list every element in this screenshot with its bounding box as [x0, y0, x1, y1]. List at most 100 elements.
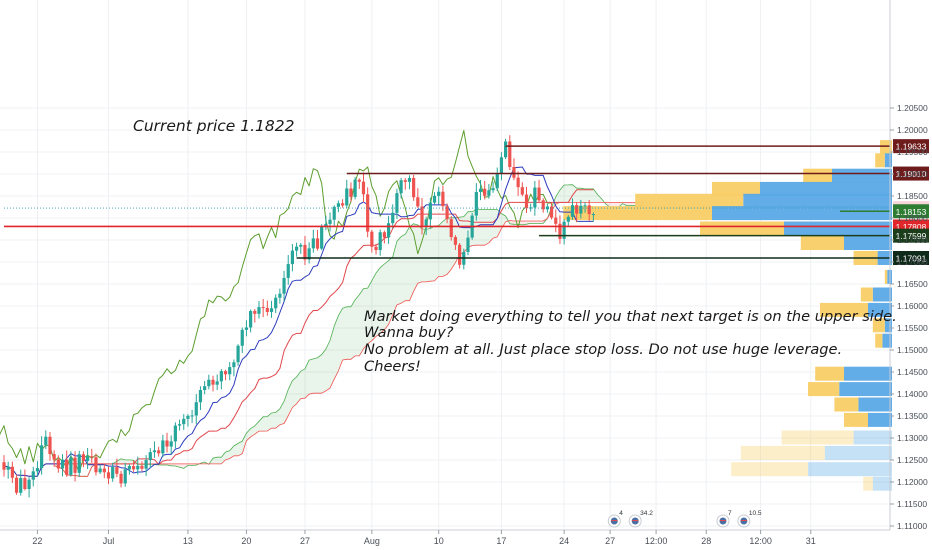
trade-note-line: Cheers!	[364, 358, 421, 375]
volume-row	[712, 181, 892, 196]
candle-body	[324, 224, 328, 227]
candle-body	[516, 177, 520, 188]
y-tick-label: 1.17000	[897, 257, 928, 267]
candle-body	[311, 238, 315, 249]
candle-body	[236, 345, 240, 363]
trade-note-line: Market doing everything to tell you that…	[364, 308, 897, 325]
candle-up	[282, 270, 286, 302]
candle-body	[378, 232, 382, 251]
candle-up	[203, 380, 207, 395]
cloud-segment	[229, 445, 234, 459]
candle-body	[295, 246, 299, 251]
candle-down	[253, 309, 257, 323]
volume-bar-down	[875, 333, 883, 348]
candle-up	[148, 448, 152, 468]
y-tick-label: 1.14500	[897, 367, 928, 377]
cloud-segment	[321, 348, 326, 394]
event-marker[interactable]: 10.5	[737, 510, 762, 528]
volume-bar-down	[884, 269, 888, 284]
candle-up	[437, 186, 441, 205]
candle-body	[504, 141, 508, 158]
candle-body	[286, 264, 290, 278]
volume-bar-down	[563, 206, 712, 221]
candle-body	[533, 187, 537, 208]
candle-up	[290, 244, 295, 272]
candle-body	[512, 166, 516, 178]
cloud-segment	[275, 408, 280, 429]
volume-bar-down	[815, 366, 844, 381]
price-label-box	[893, 204, 929, 219]
volume-profile	[563, 140, 892, 491]
cloud-segment	[225, 450, 230, 460]
cloud-segment	[480, 209, 485, 246]
candle-down	[416, 188, 420, 209]
volume-bar-down	[803, 168, 832, 183]
candle-up	[320, 224, 324, 251]
y-tick-label: 1.17500	[897, 235, 928, 245]
cloud-segment	[313, 357, 318, 394]
candle-up	[60, 454, 65, 477]
candle-up	[169, 435, 173, 455]
cloud-segment	[434, 225, 439, 281]
candle-body	[349, 188, 353, 197]
event-marker[interactable]: 4	[607, 510, 623, 528]
candle-up	[491, 181, 495, 193]
volume-bar-up	[712, 206, 892, 221]
economic-events[interactable]: 4 34.2 7 10.5	[607, 510, 762, 528]
volume-bar-down	[808, 382, 840, 397]
event-value: 34.2	[640, 510, 653, 517]
candle-up	[478, 179, 483, 201]
price-levels: 1.196331.190101.182251.181531.178081.175…	[4, 139, 929, 265]
candle-up	[177, 419, 182, 431]
y-tick-label: 1.13500	[897, 411, 928, 421]
candle-body	[10, 466, 14, 478]
candle-down	[520, 182, 524, 197]
candle-up	[257, 301, 261, 319]
volume-bar-up	[853, 430, 892, 445]
candle-body	[370, 231, 374, 247]
event-marker[interactable]: 34.2	[628, 510, 653, 528]
candle-up	[232, 359, 236, 377]
y-tick-label: 1.11500	[897, 499, 927, 509]
x-tick-label: 13	[183, 536, 193, 546]
candle-up	[249, 309, 253, 333]
event-marker[interactable]: 7	[716, 510, 732, 528]
candle-up	[278, 288, 282, 304]
candle-up	[324, 215, 328, 231]
flag-stripe	[740, 520, 747, 521]
ichimoku-cloud	[54, 184, 644, 477]
volume-row	[884, 269, 892, 284]
candle-body	[198, 390, 203, 403]
cloud-span-b	[54, 201, 644, 477]
candle-down	[157, 446, 161, 457]
candle-body	[524, 194, 529, 209]
candle-body	[416, 197, 420, 207]
candle-body	[115, 467, 119, 474]
volume-bar-up	[868, 412, 892, 427]
x-tick-label: Jul	[103, 536, 115, 546]
candle-up	[86, 448, 90, 469]
candle-body	[558, 223, 562, 239]
candle-body	[240, 329, 244, 346]
candle-body	[487, 190, 491, 196]
candle-body	[60, 459, 65, 469]
volume-bar-up	[832, 168, 892, 183]
candle-up	[182, 414, 186, 430]
candle-down	[537, 179, 541, 203]
cloud-segment	[175, 463, 180, 468]
candle-up	[391, 204, 395, 229]
candle-down	[56, 455, 60, 473]
candle-body	[282, 277, 286, 294]
cloud-segment	[355, 294, 360, 356]
candle-body	[499, 157, 504, 174]
cloud-segment	[388, 256, 393, 325]
moving-averages	[0, 130, 594, 477]
candle-body	[299, 244, 303, 247]
volume-bar-down	[740, 445, 825, 460]
candle-down	[370, 229, 374, 253]
candle-body	[466, 237, 470, 253]
candle-up	[219, 369, 223, 390]
candle-body	[127, 466, 131, 470]
x-tick-label: 27	[300, 536, 310, 546]
